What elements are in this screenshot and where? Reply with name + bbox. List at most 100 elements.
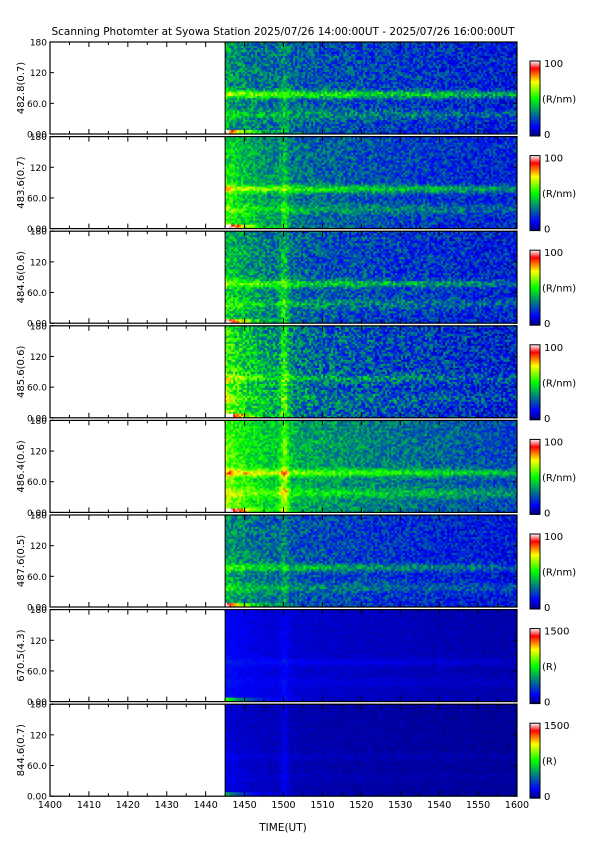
x-tick-label: 1540 (427, 800, 451, 811)
y-tick-label: 60.0 (27, 667, 47, 677)
y-tick-label: 0.00 (27, 320, 47, 330)
panel-8: 0.00 60.0 120 180 844.6(0.7) 1500 0 (R) (16, 701, 569, 804)
panel-heatmap (225, 42, 518, 134)
colorbar-min-label: 0 (544, 130, 550, 141)
colorbar (529, 438, 541, 515)
colorbar-max-label: 100 (544, 59, 563, 70)
colorbar-unit-label: (R/nm) (542, 284, 576, 295)
colorbar-max-label: 100 (544, 248, 563, 259)
x-tick-label: 1520 (349, 800, 373, 811)
x-tick-label: 1450 (232, 800, 256, 811)
y-tick-label: 0.00 (27, 604, 47, 614)
y-tick-label: 180 (30, 701, 47, 711)
y-axis-label: 844.6(0.7) (16, 724, 27, 776)
x-tick-label: 1400 (38, 800, 62, 811)
panel-7: 0.00 60.0 120 180 670.5(4.3) 1500 0 (R) (16, 606, 569, 709)
colorbar-min-label: 0 (544, 698, 550, 709)
y-tick-label: 0.00 (27, 793, 47, 803)
x-tick-label: 1550 (466, 800, 490, 811)
y-tick-label: 60.0 (27, 384, 47, 394)
y-tick-label: 180 (30, 133, 47, 143)
colorbar-max-label: 100 (544, 343, 563, 354)
colorbar-unit-label: (R/nm) (542, 95, 576, 106)
y-tick-label: 120 (30, 69, 47, 79)
x-tick-label: 1440 (194, 800, 218, 811)
x-tick-label: 1530 (388, 800, 412, 811)
y-tick-label: 60.0 (27, 194, 47, 204)
panel-2: 0.00 60.0 120 180 483.6(0.7) 100 0 (R/nm) (16, 133, 576, 236)
y-axis-label: 487.6(0.5) (16, 535, 27, 587)
panel-heatmap (225, 420, 518, 513)
y-tick-label: 60.0 (27, 762, 47, 772)
panels-layer: 0.00 60.0 120 180 482.8(0.7) 100 0 (R/nm) 0.00 60… (16, 39, 576, 804)
colorbar-min-label: 0 (544, 603, 550, 614)
x-tick-label: 1510 (310, 800, 334, 811)
colorbar (529, 249, 541, 326)
y-tick-label: 0.00 (27, 225, 47, 235)
colorbar-unit-label: (R/nm) (542, 189, 576, 200)
panel-heatmap (225, 136, 518, 229)
x-axis: 1400 1410 1420 1430 1440 1450 1500 1510 1520 1530… (38, 800, 529, 811)
panel-heatmap (225, 325, 518, 418)
colorbar-max-label: 1500 (544, 721, 569, 732)
colorbar-min-label: 0 (544, 792, 550, 803)
colorbar (529, 60, 541, 137)
y-tick-label: 60.0 (27, 100, 47, 110)
x-tick-label: 1430 (155, 800, 179, 811)
y-axis-label: 482.8(0.7) (16, 62, 27, 114)
x-tick-label: 1600 (505, 800, 529, 811)
colorbar-max-label: 1500 (544, 627, 569, 638)
y-axis-label: 486.4(0.6) (16, 440, 27, 492)
y-axis-label: 483.6(0.7) (16, 156, 27, 208)
panel-heatmap (225, 231, 518, 324)
y-tick-label: 0.00 (27, 698, 47, 708)
x-tick-label: 1410 (77, 800, 101, 811)
y-tick-label: 120 (30, 542, 47, 552)
colorbar (529, 533, 541, 610)
colorbar (529, 722, 541, 799)
y-tick-label: 120 (30, 353, 47, 363)
y-tick-label: 60.0 (27, 289, 47, 299)
y-tick-label: 0.00 (27, 509, 47, 519)
colorbar-unit-label: (R) (542, 757, 557, 768)
colorbar-min-label: 0 (544, 508, 550, 519)
y-tick-label: 180 (30, 39, 47, 49)
y-tick-label: 120 (30, 164, 47, 174)
y-tick-label: 180 (30, 417, 47, 427)
colorbar (529, 628, 541, 705)
panel-1: 0.00 60.0 120 180 482.8(0.7) 100 0 (R/nm) (16, 39, 576, 142)
x-tick-label: 1420 (116, 800, 140, 811)
colorbar-unit-label: (R) (542, 662, 557, 673)
y-tick-label: 120 (30, 258, 47, 268)
x-tick-label: 1500 (271, 800, 295, 811)
y-tick-label: 120 (30, 731, 47, 741)
chart-title: Scanning Photomter at Syowa Station 2025… (51, 26, 515, 38)
panel-heatmap (225, 515, 518, 607)
y-tick-label: 180 (30, 322, 47, 332)
x-axis-label: TIME(UT) (258, 822, 307, 834)
y-tick-label: 120 (30, 637, 47, 647)
colorbar-unit-label: (R/nm) (542, 473, 576, 484)
y-tick-label: 60.0 (27, 573, 47, 583)
y-tick-label: 180 (30, 512, 47, 522)
colorbar (529, 344, 541, 421)
y-tick-label: 120 (30, 448, 47, 458)
y-axis-label: 484.6(0.6) (16, 251, 27, 303)
colorbar-max-label: 100 (544, 154, 563, 165)
y-tick-label: 60.0 (27, 478, 47, 488)
colorbar-max-label: 100 (544, 437, 563, 448)
colorbar-max-label: 100 (544, 532, 563, 543)
colorbar-min-label: 0 (544, 319, 550, 330)
colorbar-min-label: 0 (544, 414, 550, 425)
panel-6: 0.00 60.0 120 180 487.6(0.5) 100 0 (R/nm) (16, 512, 576, 615)
y-tick-label: 180 (30, 228, 47, 238)
panel-heatmap (225, 609, 518, 702)
y-axis-label: 485.6(0.6) (16, 346, 27, 398)
panel-heatmap (225, 704, 518, 797)
y-tick-label: 180 (30, 606, 47, 616)
colorbar (529, 155, 541, 232)
panel-4: 0.00 60.0 120 180 485.6(0.6) 100 0 (R/nm) (16, 322, 576, 425)
colorbar-unit-label: (R/nm) (542, 568, 576, 579)
y-tick-label: 0.00 (27, 131, 47, 141)
y-tick-label: 0.00 (27, 414, 47, 424)
